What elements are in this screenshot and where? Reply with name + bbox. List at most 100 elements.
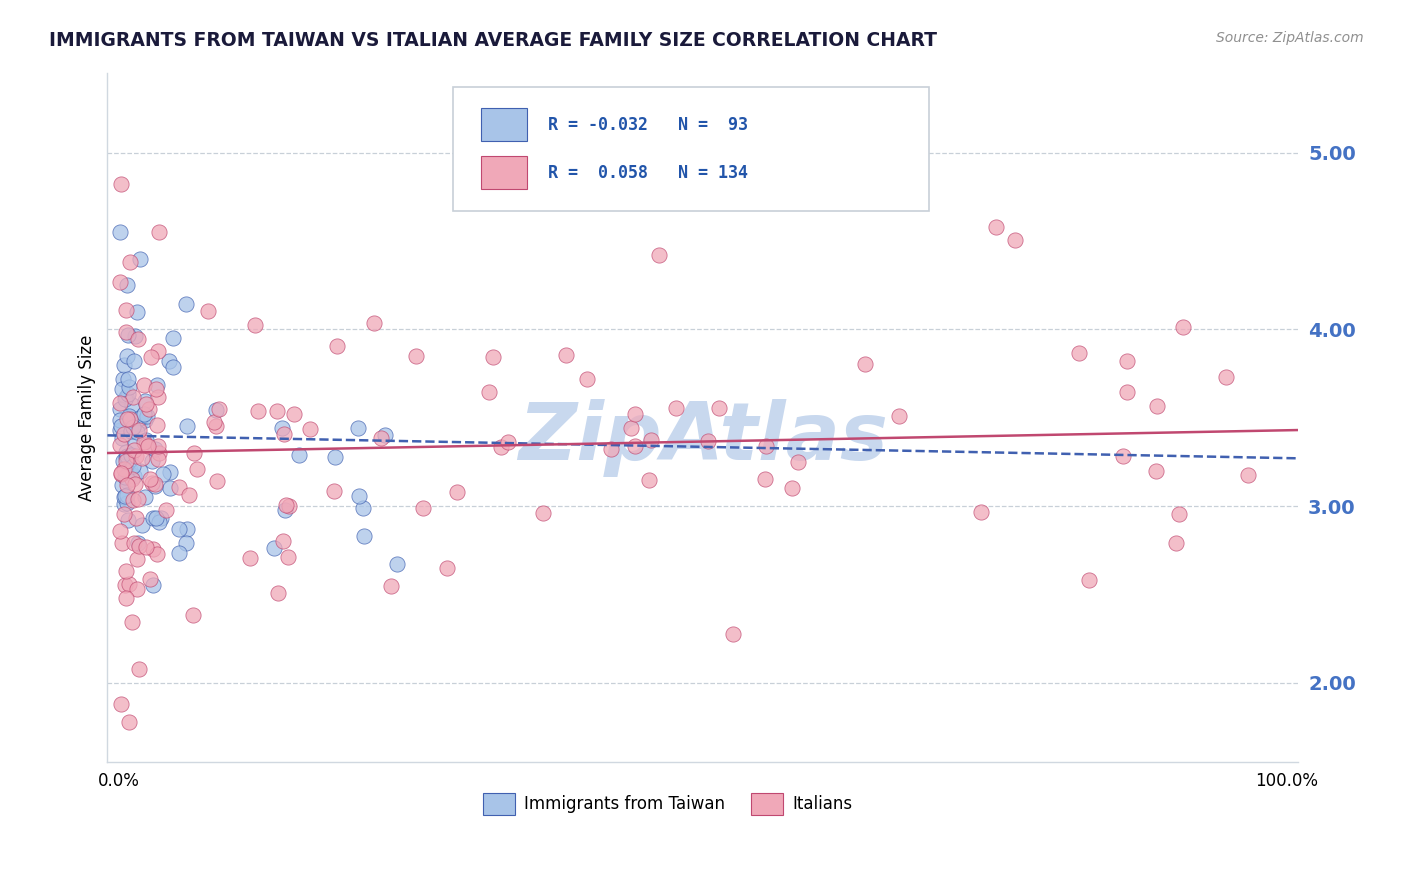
Point [114, 470, 136, 484]
Point [1215, 370, 1237, 384]
Point [380, 579, 402, 593]
Point [145, 377, 167, 392]
Point [323, 450, 346, 464]
Point [125, 304, 148, 318]
Point [273, 426, 295, 441]
Point [117, 466, 139, 480]
Point [143, 478, 166, 492]
Bar [481, 156, 527, 189]
Point [157, 354, 180, 368]
Text: R =  0.058   N = 134: R = 0.058 N = 134 [548, 164, 748, 182]
Point [111, 454, 134, 468]
Point [114, 445, 136, 459]
Point [1004, 233, 1026, 247]
Point [478, 385, 501, 400]
Point [135, 540, 157, 554]
Point [374, 427, 396, 442]
Point [118, 409, 141, 423]
Point [110, 412, 132, 426]
Point [205, 419, 228, 434]
Point [127, 552, 149, 566]
Point [162, 359, 184, 374]
Point [159, 481, 181, 495]
Point [111, 382, 134, 396]
Point [1146, 399, 1168, 413]
Point [554, 348, 576, 362]
Point [112, 461, 135, 475]
Point [489, 440, 512, 454]
Point [114, 454, 136, 468]
Point [135, 397, 157, 411]
Point [179, 488, 201, 502]
Point [132, 377, 155, 392]
Point [122, 354, 145, 368]
Point [141, 454, 163, 468]
Point [970, 505, 993, 519]
Point [115, 278, 138, 293]
Point [142, 541, 165, 556]
Point [323, 484, 346, 499]
Point [208, 401, 231, 416]
Point [139, 350, 162, 364]
Point [115, 564, 138, 578]
Point [134, 408, 156, 422]
Point [114, 450, 136, 465]
Point [142, 511, 165, 525]
Point [887, 409, 910, 424]
Point [117, 387, 139, 401]
Point [142, 577, 165, 591]
Point [638, 473, 661, 487]
Point [143, 442, 166, 457]
FancyBboxPatch shape [453, 87, 929, 211]
Point [118, 714, 141, 729]
Point [1115, 384, 1137, 399]
Point [446, 485, 468, 500]
Point [271, 533, 294, 548]
Point [135, 438, 157, 452]
Point [136, 439, 159, 453]
Point [436, 561, 458, 575]
Point [128, 539, 150, 553]
Point [169, 480, 191, 494]
Point [121, 472, 143, 486]
Point [122, 469, 145, 483]
Point [124, 476, 146, 491]
Point [1067, 346, 1090, 360]
Point [363, 317, 385, 331]
Point [148, 225, 170, 239]
Point [110, 423, 132, 437]
Point [115, 488, 138, 502]
Point [146, 417, 169, 432]
Point [531, 506, 554, 520]
Point [120, 448, 142, 462]
Point [128, 662, 150, 676]
Point [128, 423, 150, 437]
Point [110, 225, 132, 239]
Point [183, 446, 205, 460]
Point [134, 490, 156, 504]
Point [124, 536, 146, 550]
Point [162, 331, 184, 345]
Point [110, 418, 132, 433]
Point [121, 615, 143, 630]
Point [984, 220, 1007, 235]
Point [277, 550, 299, 565]
Point [288, 448, 311, 462]
Point [155, 503, 177, 517]
Text: ZipAtlas: ZipAtlas [517, 400, 887, 477]
Point [353, 528, 375, 542]
Point [283, 407, 305, 421]
Point [110, 467, 132, 481]
Point [146, 547, 169, 561]
Text: R = -0.032   N =  93: R = -0.032 N = 93 [548, 116, 748, 134]
Point [246, 404, 269, 418]
Point [207, 474, 229, 488]
Point [139, 573, 162, 587]
Point [132, 434, 155, 449]
Point [159, 465, 181, 479]
Point [239, 551, 262, 566]
Text: IMMIGRANTS FROM TAIWAN VS ITALIAN AVERAGE FAMILY SIZE CORRELATION CHART: IMMIGRANTS FROM TAIWAN VS ITALIAN AVERAG… [49, 31, 938, 50]
Point [114, 392, 136, 407]
Point [125, 450, 148, 464]
Point [127, 536, 149, 550]
